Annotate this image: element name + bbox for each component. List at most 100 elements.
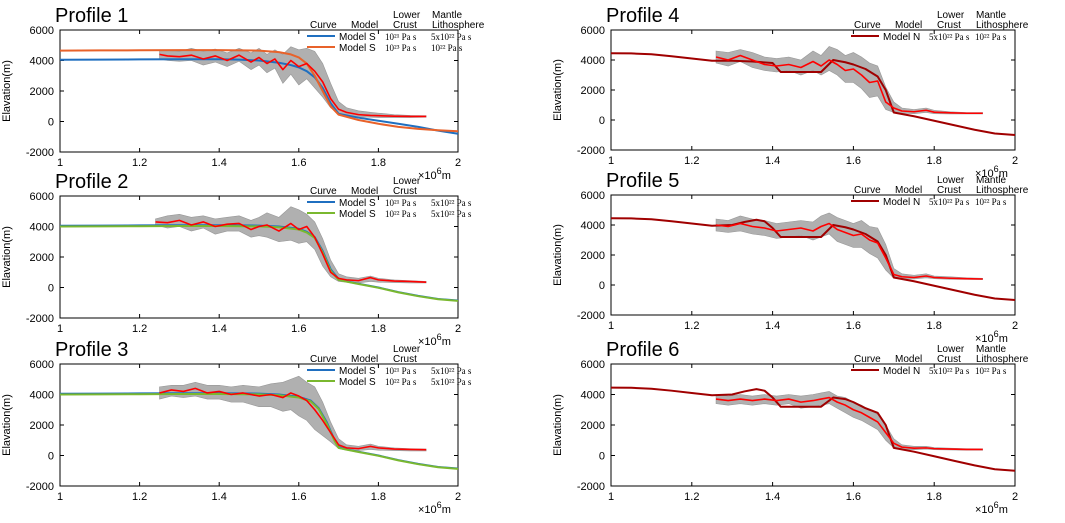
x-tick-label: 1.2 — [132, 157, 147, 169]
x-tick-label: 1.4 — [765, 155, 780, 167]
model-curve-2 — [59, 225, 459, 302]
legend-lower-crust-value: 10²² Pa s — [385, 377, 417, 387]
y-tick-label: 4000 — [30, 222, 54, 234]
panel-6: Profile 6 Elavation(m) -2000 0 2000 4000 6000 1… — [552, 339, 1029, 516]
y-tick-label: 0 — [599, 115, 605, 127]
panel-3: Profile 3 Elavation(m) -2000 0 2000 4000 6000 1… — [1, 339, 472, 516]
legend-header-curve: Curve — [854, 20, 881, 31]
legend-header-mantle: Mantle — [432, 10, 462, 21]
legend-lower-crust-value: 10²² Pa s — [385, 209, 417, 219]
model-curve-1 — [610, 217, 1016, 301]
plot-title: Profile 6 — [606, 339, 679, 361]
legend-model-name: Model S — [339, 209, 376, 220]
legend-header-crust: Crust — [937, 185, 961, 196]
legend-header-model: Model — [351, 186, 378, 197]
observed-mean-line — [715, 396, 983, 451]
legend-header-model: Model — [351, 354, 378, 365]
observed-mean-line — [715, 222, 983, 280]
y-tick-label: 2000 — [30, 252, 54, 264]
legend-model-name: Model N — [883, 197, 920, 208]
x-tick-label: 1.6 — [846, 155, 861, 167]
legend-header-lithosphere: Lithosphere — [976, 185, 1029, 196]
y-tick-label: 6000 — [581, 25, 605, 37]
x-tick-label: 1.4 — [212, 491, 227, 503]
x-scale-label: ×106m — [418, 500, 451, 516]
x-tick-label: 1.8 — [371, 491, 386, 503]
y-tick-label: 2000 — [30, 86, 54, 98]
x-tick-label: 1.8 — [371, 157, 386, 169]
y-tick-label: 0 — [48, 117, 54, 129]
model-curve-1 — [610, 386, 1016, 472]
panel-4: Profile 4 Elavation(m) -2000 0 2000 4000 6000 1… — [552, 5, 1029, 180]
legend-lower-crust-value: 10²¹ Pa s — [385, 32, 417, 42]
legend-mantle-value: 5x10²² Pa s — [431, 209, 472, 219]
legend-header-lithosphere: Lithosphere — [976, 354, 1029, 365]
x-tick-label: 1.2 — [684, 320, 699, 332]
y-tick-label: 6000 — [30, 359, 54, 371]
plot-title: Profile 2 — [55, 171, 128, 193]
y-tick-label: 0 — [48, 451, 54, 463]
x-tick-label: 1.6 — [291, 157, 306, 169]
y-tick-label: 6000 — [581, 190, 605, 202]
plot-title: Profile 1 — [55, 5, 128, 27]
x-tick-label: 1.4 — [212, 157, 227, 169]
legend-header-crust: Crust — [937, 354, 961, 365]
x-tick-label: 1 — [608, 155, 614, 167]
x-tick-label: 1.8 — [927, 320, 942, 332]
y-tick-label: 6000 — [30, 25, 54, 37]
legend-lower-crust-value: 10²³ Pa s — [385, 43, 417, 53]
y-tick-label: -2000 — [577, 310, 605, 322]
legend-mantle-value: 10²² Pa s — [431, 43, 463, 53]
legend-model-name: Model S — [339, 198, 376, 209]
legend-model-name: Model N — [883, 32, 920, 43]
legend-mantle-value: 10²² Pa s — [975, 197, 1007, 207]
legend-header-crust: Crust — [393, 354, 417, 365]
legend-header-lower: Lower — [937, 344, 965, 355]
legend-mantle-value: 10²² Pa s — [975, 366, 1007, 376]
x-tick-label: 1.2 — [684, 155, 699, 167]
x-tick-label: 1.6 — [291, 491, 306, 503]
legend-header-lower: Lower — [393, 176, 421, 187]
y-tick-label: 6000 — [30, 191, 54, 203]
y-axis-label: Elavation(m) — [1, 226, 13, 288]
x-scale-label: ×106m — [975, 500, 1008, 516]
y-tick-label: -2000 — [577, 145, 605, 157]
x-tick-label: 1.6 — [846, 491, 861, 503]
y-tick-label: 4000 — [581, 390, 605, 402]
x-tick-label: 1.8 — [927, 491, 942, 503]
plot-frame — [610, 29, 1016, 151]
y-tick-label: -2000 — [26, 147, 54, 159]
model-curve-1 — [610, 52, 1016, 136]
legend-header-model: Model — [895, 185, 922, 196]
x-tick-label: 1.4 — [765, 491, 780, 503]
legend-lower-crust-value: 5x10²² Pa s — [929, 366, 970, 376]
x-tick-label: 2 — [1012, 491, 1018, 503]
model-curve-2 — [59, 49, 459, 133]
plot-title: Profile 4 — [606, 5, 679, 27]
y-tick-label: 2000 — [581, 85, 605, 97]
y-tick-label: 0 — [599, 280, 605, 292]
legend-header-lithosphere: Lithosphere — [976, 20, 1029, 31]
observed-mean-line — [715, 54, 983, 115]
x-tick-label: 2 — [1012, 320, 1018, 332]
plot-frame — [610, 363, 1016, 487]
legend-header-curve: Curve — [310, 20, 337, 31]
y-axis-label: Elavation(m) — [1, 394, 13, 456]
legend-mantle-value: 5x10²² Pa s — [431, 366, 472, 376]
plot-frame — [610, 194, 1016, 316]
legend-mantle-value: 5x10²² Pa s — [431, 32, 472, 42]
legend-header-curve: Curve — [854, 185, 881, 196]
y-tick-label: 2000 — [581, 250, 605, 262]
x-tick-label: 2 — [455, 491, 461, 503]
x-tick-label: 1.6 — [846, 320, 861, 332]
plot-title: Profile 3 — [55, 339, 128, 361]
y-tick-label: 4000 — [581, 55, 605, 67]
legend-header-mantle: Mantle — [976, 10, 1006, 21]
model-curve-1 — [59, 224, 459, 302]
x-tick-label: 1.2 — [684, 491, 699, 503]
